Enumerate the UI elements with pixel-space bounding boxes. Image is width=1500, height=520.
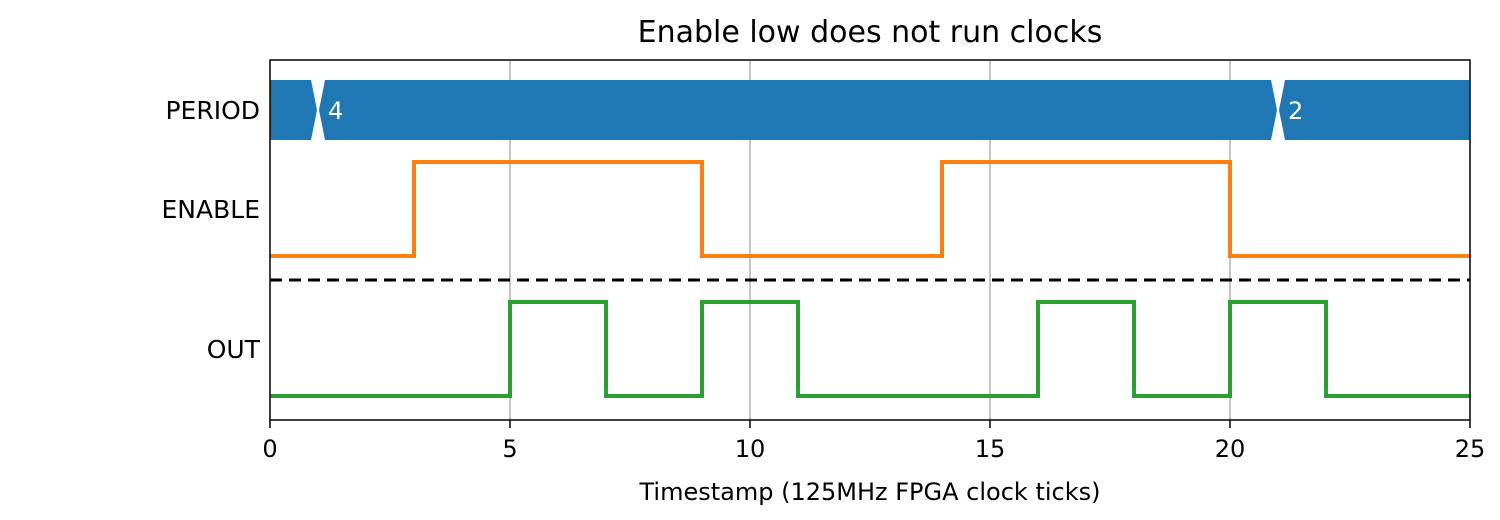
bus-segment-2 <box>1279 80 1470 140</box>
x-axis-ticks: 0 5 10 15 20 25 <box>262 420 1485 463</box>
lane-label-out: OUT <box>207 335 261 364</box>
x-tick-label-25: 25 <box>1455 435 1486 463</box>
bus-value-label: 2 <box>1288 97 1303 125</box>
bus-segment-1 <box>319 80 1277 140</box>
bus-segment-0 <box>270 80 317 140</box>
lane-label-period: PERIOD <box>165 96 260 125</box>
x-tick-label-0: 0 <box>262 435 277 463</box>
signal-trace-out <box>270 300 1470 398</box>
signal-lanes: PERIOD 4 2 ENABLE OUT <box>162 80 1470 398</box>
x-tick-label-5: 5 <box>502 435 517 463</box>
lane-label-enable: ENABLE <box>162 195 260 224</box>
bus-value-label: 4 <box>328 97 343 125</box>
x-axis-label: Timestamp (125MHz FPGA clock ticks) <box>639 478 1101 506</box>
chart-title: Enable low does not run clocks <box>638 15 1103 50</box>
plot-frame <box>269 59 1471 421</box>
x-tick-label-20: 20 <box>1215 435 1246 463</box>
signal-trace-enable <box>270 160 1470 258</box>
x-tick-label-15: 15 <box>975 435 1006 463</box>
x-tick-label-10: 10 <box>735 435 766 463</box>
